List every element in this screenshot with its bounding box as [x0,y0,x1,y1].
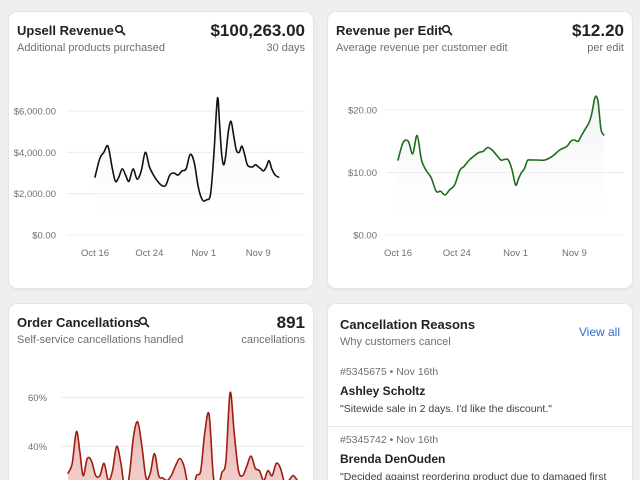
x-tick-label: Nov 1 [191,248,216,259]
revenue-per-edit-unit: per edit [587,42,624,54]
y-tick-label: $20.00 [348,106,377,117]
x-tick-label: Oct 24 [135,248,163,259]
revenue-per-edit-chart: $0.00 $10.00 $20.00 Oct 16 Oct 24 Nov 1 Nov 9 [348,95,624,259]
y-tick-label: $0.00 [32,231,56,242]
revenue-per-edit-title: Revenue per Edit [336,23,443,38]
cancellation-reasons-title: Cancellation Reasons [340,317,476,332]
reason-customer-name: Brenda DenOuden [340,452,446,466]
list-item[interactable]: #5345675 • Nov 16th Ashley Scholtz "Site… [328,362,632,432]
order-cancellations-card: Order Cancellations Self-service cancell… [9,304,313,480]
cancellation-reasons-card: Cancellation Reasons Why customers cance… [328,304,632,480]
cancellation-reasons-subtitle: Why customers cancel [340,336,451,348]
revenue-per-edit-value: $12.20 [572,21,624,40]
reason-order-meta: #5345675 • Nov 16th [340,366,439,378]
series-line [94,96,280,202]
view-all-link[interactable]: View all [578,325,620,339]
upsell-revenue-subtitle: Additional products purchased [17,42,165,54]
x-tick-label: Nov 9 [562,248,587,259]
upsell-revenue-period: 30 days [266,42,305,54]
order-cancellations-subtitle: Self-service cancellations handled [17,334,184,346]
y-tick-label: $4,000.00 [14,148,56,159]
reason-quote: "Sitewide sale in 2 days. I'd like the d… [340,403,552,415]
series-line [67,391,298,480]
y-tick-label: 40% [28,442,48,453]
upsell-revenue-title: Upsell Revenue [17,23,114,38]
search-icon[interactable] [138,316,150,328]
reason-customer-name: Ashley Scholtz [340,384,426,398]
revenue-per-edit-subtitle: Average revenue per customer edit [336,42,508,54]
x-tick-label: Nov 1 [503,248,528,259]
search-icon[interactable] [114,24,126,36]
x-tick-label: Oct 24 [443,248,471,259]
y-tick-label: $10.00 [348,168,377,179]
search-icon[interactable] [441,24,453,36]
reason-quote: "Decided against reordering product due … [340,471,607,480]
x-tick-label: Oct 16 [81,248,109,259]
reason-order-meta: #5345742 • Nov 16th [340,434,439,446]
y-tick-label: $6,000.00 [14,107,56,118]
series-area [398,96,604,235]
list-item[interactable]: #5345742 • Nov 16th Brenda DenOuden "Dec… [328,430,632,480]
upsell-revenue-card: Upsell Revenue Additional products purch… [9,12,313,288]
revenue-per-edit-card: Revenue per Edit Average revenue per cus… [328,12,632,288]
y-tick-label: $2,000.00 [14,189,56,200]
order-cancellations-unit: cancellations [241,334,305,346]
divider [328,426,632,427]
upsell-revenue-value: $100,263.00 [210,21,305,40]
order-cancellations-chart: 40% 60% [28,391,305,480]
x-tick-label: Oct 16 [384,248,412,259]
order-cancellations-value: 891 [276,313,305,332]
order-cancellations-title: Order Cancellations [17,315,141,330]
y-tick-label: 60% [28,393,48,404]
x-tick-label: Nov 9 [246,248,271,259]
upsell-revenue-chart: $0.00 $2,000.00 $4,000.00 $6,000.00 Oct 16 Oc… [14,96,305,259]
y-tick-label: $0.00 [353,231,377,242]
series-line [397,95,605,196]
